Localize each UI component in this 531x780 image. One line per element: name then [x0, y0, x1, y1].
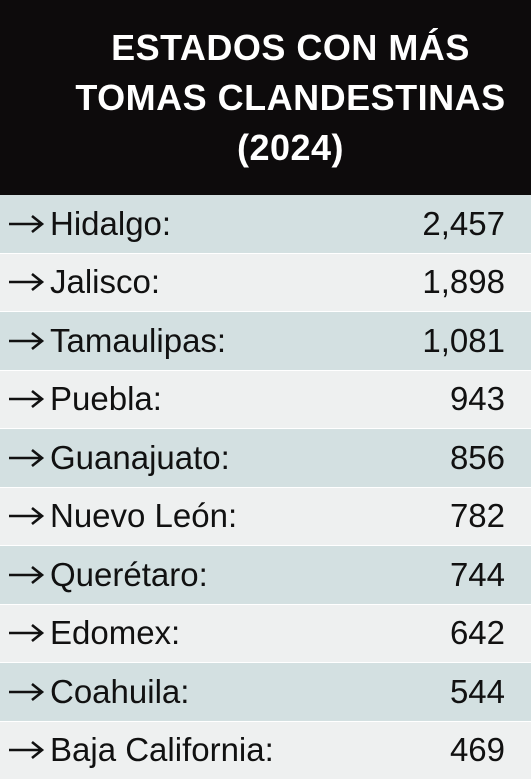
- state-name: Querétaro:: [50, 555, 208, 593]
- count: 469: [449, 731, 505, 769]
- title-line: TOMAS CLANDESTINAS: [75, 76, 506, 118]
- state-name: Puebla:: [50, 380, 162, 418]
- state-name: Baja California:: [50, 731, 274, 769]
- state-name: Nuevo León:: [50, 497, 238, 535]
- state-name: Hidalgo:: [50, 204, 172, 242]
- arrow-icon: [9, 682, 45, 701]
- table-row: Edomex: 642: [0, 604, 531, 663]
- table-row: Baja California: 469: [0, 721, 531, 780]
- table-row: Puebla: 943: [0, 370, 531, 429]
- state-name: Jalisco:: [50, 263, 161, 301]
- state-name: Coahuila:: [50, 672, 190, 710]
- arrow-path: [9, 331, 45, 350]
- title-line: (2024): [236, 126, 345, 168]
- arrow-path: [9, 682, 45, 701]
- count: 544: [449, 672, 505, 710]
- count: 1,898: [422, 263, 505, 301]
- arrow-icon: [9, 448, 45, 467]
- arrow-path: [9, 507, 45, 526]
- state-name: Edomex:: [50, 614, 181, 652]
- count: 782: [449, 497, 505, 535]
- count: 1,081: [422, 321, 505, 359]
- arrow-path: [9, 565, 45, 584]
- state-name: Tamaulipas:: [50, 321, 227, 359]
- table: Hidalgo: 2,457 Jalisco: 1,898 Tamaulipas: 1,0…: [0, 195, 531, 780]
- table-row: Jalisco: 1,898: [0, 253, 531, 312]
- title-line: ESTADOS CON MÁS: [111, 26, 470, 68]
- arrow-icon: [9, 273, 45, 292]
- table-row: Querétaro: 744: [0, 546, 531, 605]
- arrow-path: [9, 214, 45, 233]
- table-row: Nuevo León: 782: [0, 487, 531, 546]
- table-row: Guanajuato: 856: [0, 429, 531, 488]
- arrow-icon: [9, 741, 45, 760]
- arrow-icon: [9, 390, 45, 409]
- arrow-icon: [9, 507, 45, 526]
- state-name: Guanajuato:: [50, 438, 230, 476]
- table-row: Coahuila: 544: [0, 663, 531, 722]
- count: 856: [449, 438, 505, 476]
- arrow-icon: [9, 624, 45, 643]
- count: 744: [449, 555, 505, 593]
- arrow-icon: [9, 331, 45, 350]
- arrow-path: [9, 624, 45, 643]
- count: 2,457: [422, 204, 505, 242]
- table-row: Hidalgo: 2,457: [0, 195, 531, 254]
- arrow-path: [9, 741, 45, 760]
- arrow-path: [9, 273, 45, 292]
- arrow-path: [9, 390, 45, 409]
- count: 642: [449, 614, 505, 652]
- arrow-path: [9, 448, 45, 467]
- header: ESTADOS CON MÁS TOMAS CLANDESTINAS (2024): [0, 0, 531, 195]
- table-row: Tamaulipas: 1,081: [0, 312, 531, 371]
- arrow-icon: [9, 565, 45, 584]
- arrow-icon: [9, 214, 45, 233]
- count: 943: [449, 380, 505, 418]
